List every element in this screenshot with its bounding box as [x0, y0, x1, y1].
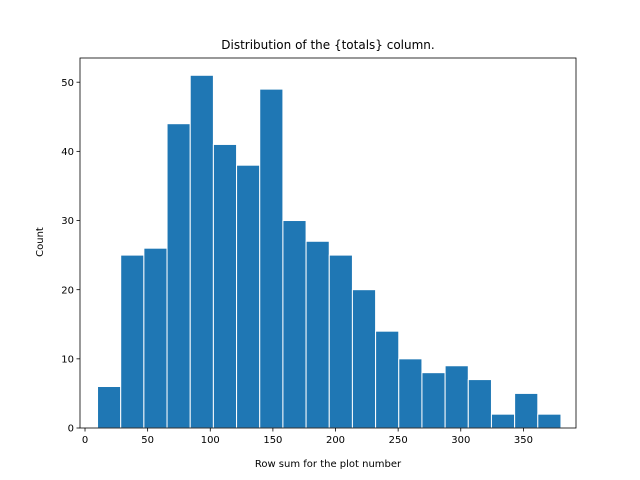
x-tick-label-7: 350: [514, 435, 533, 446]
histogram-bar-16: [467, 379, 492, 429]
x-tick-label-1: 50: [141, 435, 154, 446]
x-tick-label-4: 200: [326, 435, 345, 446]
histogram-bar-7: [259, 88, 284, 429]
y-tick-label-2: 20: [61, 285, 74, 296]
histogram-bar-10: [328, 254, 353, 429]
histogram-bar-13: [398, 358, 423, 429]
x-axis-label: Row sum for the plot number: [255, 459, 402, 470]
histogram-bar-19: [537, 413, 562, 429]
y-tick-label-5: 50: [61, 78, 74, 89]
histogram-bar-15: [444, 365, 469, 429]
histogram-bar-11: [351, 289, 377, 429]
histogram-bar-0: [97, 386, 122, 429]
x-tick-label-0: 0: [82, 435, 88, 446]
y-axis-label: Count: [35, 227, 46, 257]
histogram-bar-6: [236, 164, 261, 429]
histogram-bar-14: [421, 372, 446, 429]
histogram-bar-1: [120, 254, 145, 429]
chart-title: Distribution of the {totals} column.: [221, 38, 434, 52]
histogram-bar-5: [212, 143, 238, 429]
histogram-bar-17: [490, 413, 516, 429]
x-tick-label-2: 100: [201, 435, 220, 446]
y-tick-label-4: 40: [61, 147, 74, 158]
x-tick-label-6: 300: [451, 435, 470, 446]
y-tick-label-0: 0: [68, 424, 74, 435]
x-axis-ticks: 0 50 100 150 200 250 300 350: [82, 428, 533, 446]
histogram-bars: [97, 74, 562, 429]
histogram-bar-9: [305, 240, 330, 429]
y-tick-label-1: 10: [61, 354, 74, 365]
histogram-bar-12: [375, 330, 400, 429]
x-tick-label-3: 150: [263, 435, 282, 446]
x-tick-label-5: 250: [389, 435, 408, 446]
plot-frame: [79, 57, 577, 429]
y-axis-ticks: 0 10 20 30 40 50: [61, 78, 80, 435]
histogram-bar-18: [514, 392, 539, 429]
histogram-bar-3: [166, 123, 191, 429]
y-tick-label-3: 30: [61, 216, 74, 227]
histogram-bar-2: [143, 247, 168, 429]
histogram-bar-8: [282, 220, 307, 429]
histogram-bar-4: [189, 74, 214, 429]
